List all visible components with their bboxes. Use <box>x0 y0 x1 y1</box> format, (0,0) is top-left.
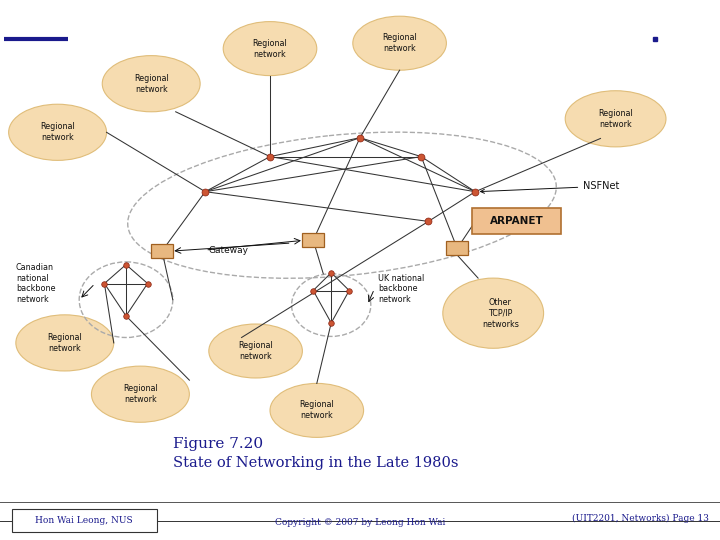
Text: UK national
backbone
network: UK national backbone network <box>378 274 424 304</box>
Ellipse shape <box>223 22 317 76</box>
Ellipse shape <box>443 278 544 348</box>
Text: Regional
network: Regional network <box>123 384 158 404</box>
Ellipse shape <box>102 56 200 112</box>
Text: NSFNet: NSFNet <box>480 181 620 193</box>
FancyBboxPatch shape <box>151 244 173 258</box>
Ellipse shape <box>16 315 114 371</box>
Ellipse shape <box>353 16 446 70</box>
Text: Canadian
national
backbone
network: Canadian national backbone network <box>16 264 55 303</box>
Text: Copyright © 2007 by Leong Hon Wai: Copyright © 2007 by Leong Hon Wai <box>275 518 445 527</box>
Text: Gateway: Gateway <box>209 246 249 254</box>
Text: Regional
network: Regional network <box>382 33 417 53</box>
Text: State of Networking in the Late 1980s: State of Networking in the Late 1980s <box>173 456 459 470</box>
Text: Hon Wai Leong, NUS: Hon Wai Leong, NUS <box>35 516 133 525</box>
Text: Regional
network: Regional network <box>40 122 75 143</box>
FancyBboxPatch shape <box>446 241 468 255</box>
Text: (UIT2201, Networks) Page 13: (UIT2201, Networks) Page 13 <box>572 514 709 523</box>
Text: Regional
network: Regional network <box>300 400 334 421</box>
Text: ARPANET: ARPANET <box>490 217 544 226</box>
Text: Figure 7.20: Figure 7.20 <box>173 437 263 451</box>
Ellipse shape <box>91 366 189 422</box>
Ellipse shape <box>565 91 666 147</box>
FancyBboxPatch shape <box>12 509 157 532</box>
Text: Regional
network: Regional network <box>598 109 633 129</box>
Text: Regional
network: Regional network <box>253 38 287 59</box>
Text: Regional
network: Regional network <box>48 333 82 353</box>
FancyBboxPatch shape <box>472 208 561 234</box>
Ellipse shape <box>9 104 107 160</box>
FancyBboxPatch shape <box>302 233 324 247</box>
Ellipse shape <box>209 324 302 378</box>
Text: Regional
network: Regional network <box>238 341 273 361</box>
Ellipse shape <box>270 383 364 437</box>
Text: Other
TCP/IP
networks: Other TCP/IP networks <box>482 298 519 329</box>
Text: Regional
network: Regional network <box>134 73 168 94</box>
